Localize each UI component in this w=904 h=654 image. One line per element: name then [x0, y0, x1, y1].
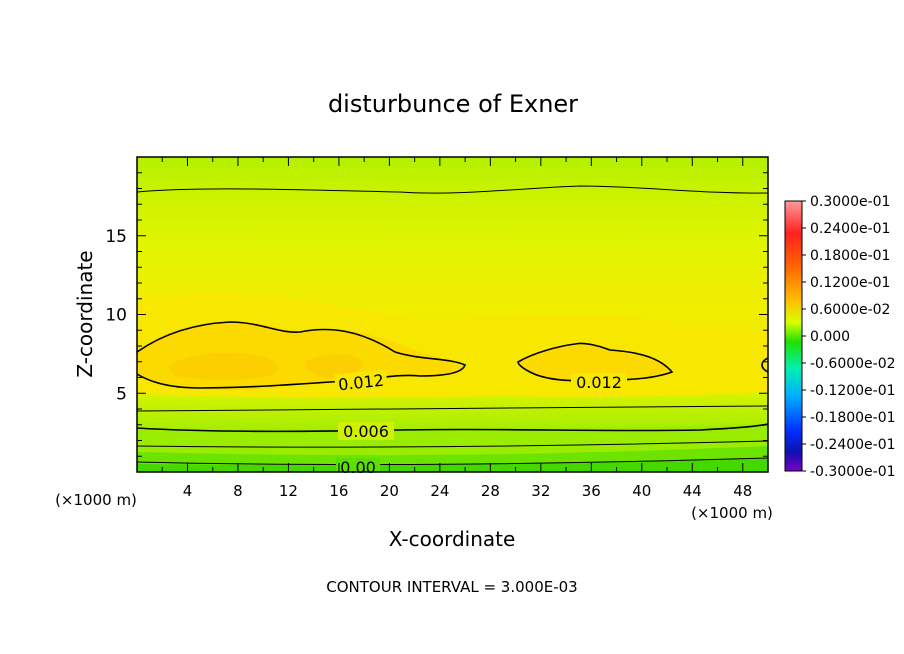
contours — [137, 185, 768, 466]
x-tick-label: 40 — [632, 482, 651, 500]
y-axis-label: Z-coordinate — [73, 250, 97, 377]
contour-label: 0.00 — [340, 458, 376, 477]
x-unit-left: (×1000 m) — [55, 491, 137, 509]
contour-line-edge — [761, 357, 768, 373]
colorbar-gradient — [784, 200, 803, 472]
y-tick-label: 10 — [105, 306, 127, 326]
contour-line-0012-right — [517, 342, 674, 382]
contour-line-0012 — [137, 321, 466, 389]
colorbar-label: -0.1800e-01 — [810, 410, 896, 426]
contour-line — [137, 185, 768, 194]
x-tick-label: 24 — [430, 482, 449, 500]
contour-labels: 0.012 0.012 0.006 0.00 — [334, 369, 627, 477]
y-tick-label: 15 — [105, 227, 127, 247]
x-axis-label: X-coordinate — [389, 527, 516, 551]
field-blob-high-right — [520, 345, 672, 382]
colorbar-label: -0.3000e-01 — [810, 464, 896, 480]
x-unit-right: (×1000 m) — [691, 504, 773, 522]
contour-line — [137, 423, 768, 433]
colorbar-label: 0.1800e-01 — [810, 248, 890, 264]
chart-title: disturbunce of Exner — [328, 90, 578, 118]
contour-line — [137, 440, 768, 448]
x-tick-label: 4 — [183, 482, 193, 500]
contour-label: 0.012 — [337, 371, 385, 395]
x-tick-label: 28 — [481, 482, 500, 500]
colorbar-label: 0.3000e-01 — [810, 194, 890, 210]
x-tick-label: 36 — [582, 482, 601, 500]
contour-line — [137, 457, 768, 466]
x-tick-label: 12 — [279, 482, 298, 500]
plot-field — [137, 157, 768, 472]
y-tick-label: 5 — [116, 384, 127, 404]
contour-label: 0.012 — [576, 373, 622, 392]
colorbar-label: 0.1200e-01 — [810, 275, 890, 291]
colorbar-label: -0.2400e-01 — [810, 437, 896, 453]
contour-label: 0.006 — [343, 422, 389, 441]
x-tick-label: 48 — [733, 482, 752, 500]
x-tick-label: 32 — [531, 482, 550, 500]
x-tick-label: 16 — [329, 482, 348, 500]
field-band-lowest — [137, 458, 768, 472]
x-ticks: 4 8 12 16 20 24 28 32 36 40 44 48 — [161, 157, 752, 500]
contour-interval-note: CONTOUR INTERVAL = 3.000E-03 — [326, 578, 577, 596]
contour-line — [137, 405, 768, 412]
colorbar-label: 0.2400e-01 — [810, 221, 890, 237]
x-tick-label: 44 — [683, 482, 702, 500]
colorbar-label: -0.1200e-01 — [810, 383, 896, 399]
x-tick-label: 8 — [233, 482, 243, 500]
colorbar-labels: 0.3000e-01 0.2400e-01 0.1800e-01 0.1200e-01… — [802, 194, 896, 480]
field-blob-peak-2 — [304, 354, 363, 378]
colorbar-label: -0.6000e-02 — [810, 356, 896, 372]
field-blob-peak — [168, 352, 279, 380]
colorbar-label: 0.6000e-02 — [810, 302, 890, 318]
y-ticks: 5 10 15 — [105, 172, 768, 457]
colorbar: 0.3000e-01 0.2400e-01 0.1800e-01 0.1200e-01… — [784, 194, 896, 480]
colorbar-label: 0.000 — [810, 329, 850, 345]
x-tick-label: 20 — [380, 482, 399, 500]
